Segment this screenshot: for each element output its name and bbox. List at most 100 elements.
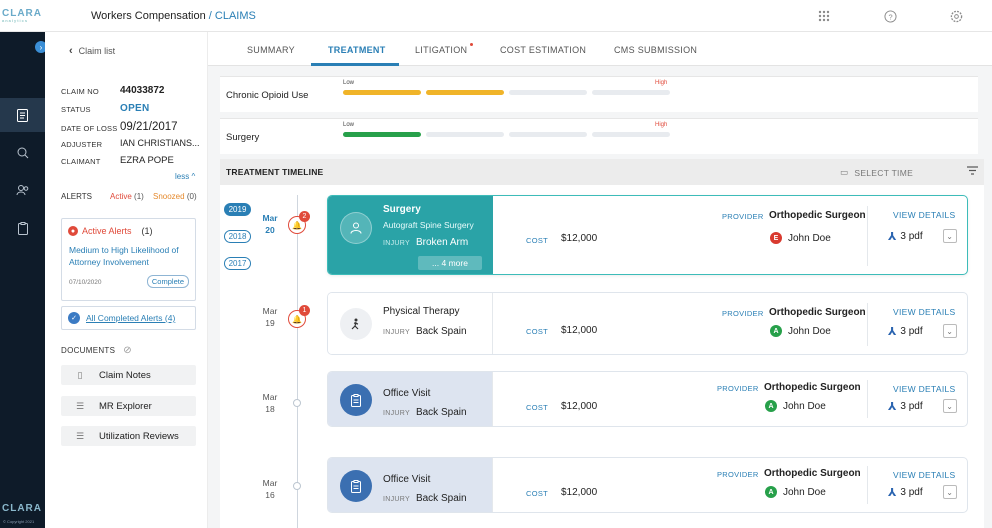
expand-rail-button[interactable]: › — [35, 41, 47, 53]
gear-icon[interactable] — [948, 8, 964, 24]
rail-search-person-icon[interactable] — [0, 136, 45, 170]
breadcrumb-claims[interactable]: / CLAIMS — [208, 10, 256, 22]
pdf-icon: ⅄ — [888, 230, 897, 243]
cost-label: COST — [526, 327, 549, 336]
event-card-office-visit[interactable]: Office Visit INJURY Back Spain COST $12,0… — [327, 371, 968, 427]
bell-icon[interactable]: 🔔 2 — [288, 211, 310, 234]
pdf-icon: ⅄ — [888, 325, 897, 338]
cost-value: $12,000 — [561, 401, 598, 412]
chevron-down-icon[interactable]: ⌄ — [942, 399, 957, 413]
cost-value: $12,000 — [561, 325, 598, 336]
tab-litigation[interactable]: LITIGATION — [415, 43, 474, 55]
less-toggle[interactable]: less ^ — [175, 172, 196, 181]
rail-clipboard-icon[interactable] — [0, 211, 45, 245]
pdf-icon: ⅄ — [888, 486, 897, 499]
alert-date: 07/10/2020 — [69, 279, 102, 286]
rail-people-icon[interactable] — [0, 173, 45, 207]
risk-label: Chronic Opioid Use — [226, 90, 309, 101]
grid-icon[interactable] — [816, 8, 832, 24]
documents-heading: DOCUMENTS ⊘ — [61, 345, 132, 356]
chevron-left-icon: ‹ — [69, 45, 73, 57]
chevron-down-icon[interactable]: ⌄ — [942, 324, 957, 338]
alert-text[interactable]: Medium to High Likelihood of Attorney In… — [69, 245, 179, 267]
therapy-icon — [340, 308, 372, 340]
app-name: Workers Compensation — [91, 10, 206, 22]
risk-segment — [592, 90, 670, 95]
alerts-active-filter[interactable]: Active (1) — [110, 192, 144, 201]
view-details-link[interactable]: VIEW DETAILS — [893, 470, 956, 480]
view-details-link[interactable]: VIEW DETAILS — [893, 210, 956, 220]
provider-name: Orthopedic Surgeon — [764, 382, 861, 393]
provider-label: PROVIDER — [717, 384, 759, 393]
rail-document-icon[interactable] — [0, 98, 45, 132]
claim-notes-button[interactable]: ▯ Claim Notes — [61, 365, 196, 385]
complete-alert-button[interactable]: Complete — [146, 275, 189, 288]
risk-segment — [509, 132, 587, 137]
alerts-row: ALERTS Active (1) Snoozed (0) — [61, 192, 197, 201]
list-icon: ☰ — [75, 430, 85, 441]
claim-panel: ‹ Claim list CLAIM NO 44033872 STATUS OPE… — [45, 32, 208, 528]
list-icon: ☰ — [75, 400, 85, 411]
year-2017[interactable]: 2017 — [224, 257, 251, 270]
help-icon[interactable]: ? — [882, 8, 898, 24]
adjuster-label: ADJUSTER — [61, 140, 103, 149]
select-time-dropdown[interactable]: ▭ SELECT TIME — [840, 167, 914, 178]
active-alert-card: ● Active Alerts (1) Medium to High Likel… — [61, 218, 196, 301]
pdf-icon: ⅄ — [888, 400, 897, 413]
provider-label: PROVIDER — [717, 470, 759, 479]
provider-label: PROVIDER — [722, 309, 764, 318]
event-card-surgery[interactable]: Surgery Autograft Spine Surgery INJURY Br… — [327, 195, 968, 275]
treatment-timeline-header: TREATMENT TIMELINE ▭ SELECT TIME — [220, 159, 984, 185]
link-icon[interactable]: ⊘ — [123, 345, 132, 356]
more-injuries-button[interactable]: ... 4 more — [418, 256, 482, 270]
copyright: © Copyright 2021 — [3, 519, 35, 524]
year-2018[interactable]: 2018 — [224, 230, 251, 243]
pdf-attachments[interactable]: ⅄ 3 pdf ⌄ — [888, 229, 957, 243]
chevron-down-icon[interactable]: ⌄ — [942, 229, 957, 243]
tab-cms-submission[interactable]: CMS SUBMISSION — [614, 45, 698, 55]
view-details-link[interactable]: VIEW DETAILS — [893, 307, 956, 317]
clipboard-icon — [340, 470, 372, 502]
bell-icon[interactable]: 🔔 1 — [288, 305, 310, 328]
tab-summary[interactable]: SUMMARY — [247, 45, 295, 55]
utilization-reviews-button[interactable]: ☰ Utilization Reviews — [61, 426, 196, 446]
divider — [867, 206, 868, 266]
event-date: Mar 18 — [262, 392, 278, 414]
all-completed-alerts-link[interactable]: ✓ All Completed Alerts (4) — [61, 306, 196, 330]
event-summary: Office Visit INJURY Back Spain — [328, 372, 493, 426]
view-details-link[interactable]: VIEW DETAILS — [893, 384, 956, 394]
risk-segment — [343, 90, 421, 95]
alerts-label: ALERTS — [61, 192, 92, 201]
risk-surgery: Surgery Low High — [220, 118, 978, 154]
claim-list-back-link[interactable]: ‹ Claim list — [69, 45, 116, 57]
calendar-icon: ▭ — [840, 167, 849, 177]
event-title: Office Visit — [383, 474, 431, 485]
event-date: Mar 16 — [262, 478, 278, 500]
date-of-loss-value: 09/21/2017 — [120, 121, 178, 133]
event-summary: Office Visit INJURY Back Spain — [328, 458, 493, 512]
risk-segment — [343, 132, 421, 137]
event-card-office-visit[interactable]: Office Visit INJURY Back Spain COST $12,0… — [327, 457, 968, 513]
filter-icon[interactable] — [967, 166, 978, 178]
notification-dot — [470, 43, 474, 46]
status-label: STATUS — [61, 105, 91, 114]
pdf-attachments[interactable]: ⅄ 3 pdf ⌄ — [888, 399, 957, 413]
clara-logo[interactable]: CLARA analytics — [2, 8, 42, 23]
risk-segment — [426, 90, 504, 95]
tab-cost-estimation[interactable]: COST ESTIMATION — [500, 45, 587, 55]
pdf-attachments[interactable]: ⅄ 3 pdf ⌄ — [888, 324, 957, 338]
event-card-physical-therapy[interactable]: Physical Therapy INJURY Back Spain COST $… — [327, 292, 968, 355]
avatar: E — [770, 232, 782, 244]
risk-segment — [509, 90, 587, 95]
year-2019[interactable]: 2019 — [224, 203, 251, 216]
mr-explorer-button[interactable]: ☰ MR Explorer — [61, 396, 196, 416]
adjuster-value: IAN CHRISTIANS... — [120, 138, 200, 148]
alerts-snoozed-filter[interactable]: Snoozed (0) — [153, 192, 197, 201]
chevron-down-icon[interactable]: ⌄ — [942, 485, 957, 499]
tab-treatment[interactable]: TREATMENT — [328, 45, 386, 55]
timeline-node — [293, 399, 301, 407]
event-injury: INJURY Back Spain — [383, 326, 467, 337]
active-tab-indicator — [311, 63, 399, 66]
pdf-attachments[interactable]: ⅄ 3 pdf ⌄ — [888, 485, 957, 499]
cost-label: COST — [526, 489, 549, 498]
